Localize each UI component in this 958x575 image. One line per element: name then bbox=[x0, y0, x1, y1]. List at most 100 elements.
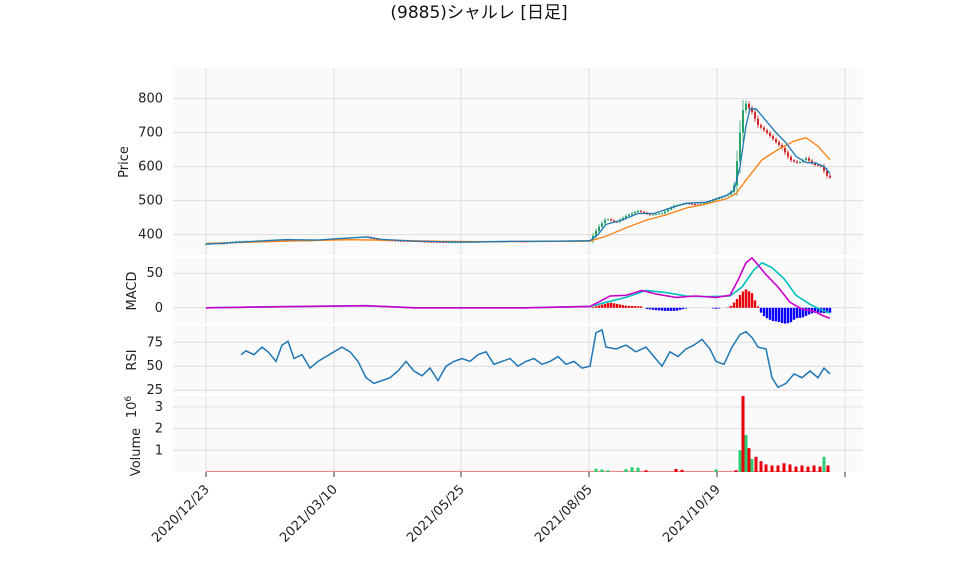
macd-histogram-bar bbox=[639, 306, 643, 308]
macd-histogram-bar bbox=[684, 307, 688, 309]
volume-tick-label-0: 1 bbox=[155, 443, 163, 458]
macd-histogram-bar bbox=[804, 307, 808, 316]
price-series-1 bbox=[205, 108, 831, 245]
candle-body bbox=[817, 165, 819, 167]
candle-body bbox=[814, 163, 816, 166]
candle-body bbox=[637, 210, 639, 213]
candle-body bbox=[778, 142, 780, 145]
candle-body bbox=[790, 156, 792, 161]
volume-bar bbox=[747, 448, 751, 472]
macd-histogram-bar bbox=[609, 302, 613, 308]
macd-histogram-bar bbox=[630, 305, 634, 308]
x-tick-label-3: 2021/08/05 bbox=[532, 482, 596, 546]
macd-histogram-bar bbox=[735, 299, 739, 308]
candle-body bbox=[754, 112, 756, 119]
macd-histogram-bar bbox=[786, 307, 790, 324]
candle-body bbox=[601, 223, 603, 227]
candle-body bbox=[670, 207, 672, 210]
macd-tick-label-0: 0 bbox=[155, 301, 163, 316]
candle-body bbox=[793, 160, 795, 162]
volume-bar bbox=[826, 465, 830, 472]
volume-bar bbox=[800, 465, 804, 472]
candle-body bbox=[442, 241, 444, 243]
rsi-tick-label-2: 75 bbox=[146, 335, 163, 350]
candle-body bbox=[820, 165, 822, 167]
macd-histogram-bar bbox=[711, 307, 715, 309]
candle-body bbox=[622, 217, 624, 220]
candle-body bbox=[706, 202, 708, 204]
candle-body bbox=[649, 213, 651, 215]
x-axis: 2020/12/23 2021/03/10 2021/05/25 2021/08/05… bbox=[149, 472, 846, 546]
price-tick-label-3: 700 bbox=[138, 126, 163, 141]
price-tick-label-4: 800 bbox=[138, 92, 163, 107]
candle-body bbox=[625, 215, 627, 218]
macd-series-1 bbox=[205, 256, 831, 319]
chart-title: (9885)シャルレ [日足] bbox=[390, 3, 567, 23]
candle-body bbox=[640, 210, 642, 212]
volume-bar bbox=[644, 470, 648, 472]
macd-histogram-bar bbox=[738, 295, 742, 308]
macd-histogram-bar bbox=[633, 306, 637, 308]
macd-histogram-bar bbox=[627, 305, 631, 308]
candle-body bbox=[808, 158, 810, 161]
candle-body bbox=[736, 161, 738, 186]
candle-body bbox=[829, 175, 831, 178]
volume-bar bbox=[750, 458, 754, 472]
candle-body bbox=[667, 209, 669, 212]
macd-histogram-bar bbox=[732, 302, 736, 308]
macd-histogram-bar bbox=[813, 307, 817, 313]
macd-histogram-bar bbox=[648, 307, 652, 310]
candle-body bbox=[781, 144, 783, 148]
candle-body bbox=[436, 241, 438, 243]
x-tick-label-2: 2021/05/25 bbox=[404, 482, 468, 546]
volume-bar bbox=[674, 468, 678, 472]
volume-bar bbox=[741, 396, 745, 472]
macd-histogram-bar bbox=[681, 307, 685, 310]
candle-body bbox=[400, 240, 402, 242]
rsi-tick-label-0: 25 bbox=[146, 383, 163, 398]
candle-body bbox=[799, 161, 801, 163]
macd-histogram-bar bbox=[714, 307, 718, 309]
rsi-tick-label-1: 50 bbox=[146, 359, 163, 374]
candle-body bbox=[595, 231, 597, 236]
macd-histogram-bar bbox=[750, 293, 754, 308]
volume-bar bbox=[738, 450, 742, 472]
volume-bar bbox=[594, 468, 598, 472]
macd-histogram-bar bbox=[678, 307, 682, 310]
volume-bar bbox=[812, 465, 816, 472]
macd-histogram-bar bbox=[600, 304, 604, 308]
candle-body bbox=[784, 147, 786, 153]
macd-histogram-bar bbox=[594, 306, 598, 308]
macd-histogram-bar bbox=[798, 307, 802, 318]
x-tick-label-4: 2021/10/19 bbox=[660, 482, 724, 546]
candle-body bbox=[451, 242, 453, 244]
candle-body bbox=[757, 118, 759, 126]
volume-bar bbox=[794, 466, 798, 472]
panel-background bbox=[173, 258, 863, 323]
macd-histogram-bar bbox=[651, 307, 655, 310]
volume-bar bbox=[770, 465, 774, 472]
volume-bar bbox=[759, 461, 763, 472]
macd-histogram-bar bbox=[756, 306, 760, 308]
macd-histogram-bar bbox=[666, 307, 670, 311]
candle-body bbox=[751, 107, 753, 113]
candle-body bbox=[709, 201, 711, 203]
candle-body bbox=[796, 161, 798, 163]
macd-histogram-bar bbox=[801, 307, 805, 318]
macd-histogram-bar bbox=[657, 307, 661, 311]
rsi-series bbox=[240, 328, 831, 389]
macd-histogram-bar bbox=[612, 303, 616, 308]
x-tick-label-0: 2020/12/23 bbox=[149, 482, 213, 546]
volume-bar bbox=[806, 466, 810, 472]
candle-body bbox=[769, 132, 771, 136]
volume-bar bbox=[788, 464, 792, 472]
candle-body bbox=[403, 240, 405, 242]
macd-histogram-bar bbox=[717, 307, 721, 309]
macd-histogram-bar bbox=[624, 305, 628, 308]
volume-bar bbox=[606, 470, 610, 472]
candle-body bbox=[775, 139, 777, 143]
price-axis-label: Price bbox=[117, 146, 132, 178]
macd-histogram-bar bbox=[780, 307, 784, 323]
macd-histogram-bar bbox=[789, 307, 793, 323]
price-tick-label-1: 500 bbox=[138, 194, 163, 209]
